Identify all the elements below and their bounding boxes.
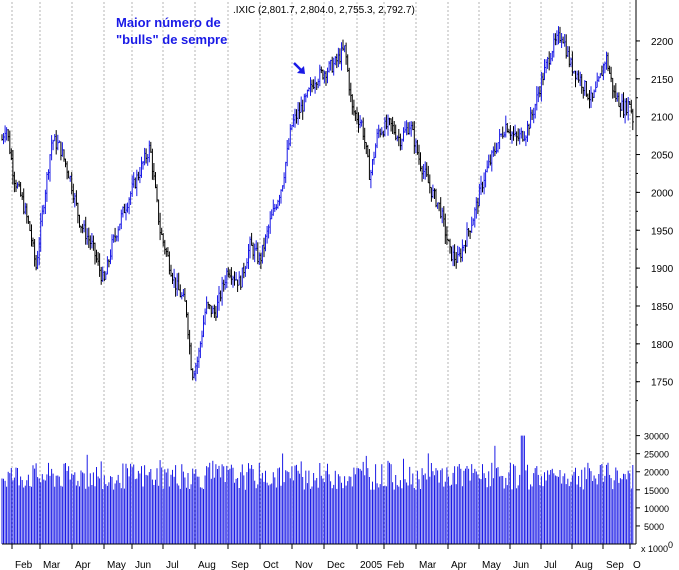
volume-tick-label: 0 — [668, 540, 673, 550]
time-tick-label: Apr — [75, 560, 91, 570]
volume-tick-label: 25000 — [644, 450, 669, 460]
time-tick-label: Apr — [451, 560, 467, 570]
volume-tick-label: 30000 — [644, 432, 669, 442]
time-tick-label: Jul — [166, 560, 179, 570]
chart-header: .IXIC (2,801.7, 2,804.0, 2,755.3, 2,792.… — [233, 5, 415, 16]
time-tick-label: May — [482, 560, 501, 570]
time-tick-label: Sep — [606, 560, 624, 570]
volume-tick-label: 15000 — [644, 486, 669, 496]
annotation-arrow-icon — [293, 62, 305, 74]
time-tick-label: Mar — [43, 560, 61, 570]
time-tick-label: Oct — [263, 560, 279, 570]
time-tick-label: 2005 — [360, 560, 383, 570]
volume-tick-label: 20000 — [644, 468, 669, 478]
time-tick-label: Aug — [575, 560, 593, 570]
volume-panel — [1, 435, 634, 544]
time-tick-label: Sep — [231, 560, 249, 570]
price-tick-label: 1750 — [651, 378, 674, 389]
time-tick-label: Jul — [544, 560, 557, 570]
time-tick-label: Dec — [327, 560, 345, 570]
time-tick-label: Jun — [135, 560, 151, 570]
time-tick-label: Aug — [198, 560, 216, 570]
time-tick-label: Nov — [295, 560, 313, 570]
price-tick-label: 1950 — [651, 226, 674, 237]
volume-unit-label: x 1000 — [641, 544, 668, 554]
price-panel — [1, 26, 634, 382]
price-tick-label: 2200 — [651, 37, 674, 48]
time-tick-label: Feb — [15, 560, 33, 570]
price-tick-label: 2050 — [651, 151, 674, 162]
time-tick-label: Mar — [419, 560, 437, 570]
volume-tick-label: 10000 — [644, 504, 669, 514]
price-tick-label: 2000 — [651, 188, 674, 199]
annotation-line-1: Maior número de — [116, 15, 221, 30]
volume-tick-label: 5000 — [644, 522, 664, 532]
time-tick-label: Jun — [513, 560, 529, 570]
time-tick-label: Feb — [387, 560, 405, 570]
time-tick-label: O — [633, 560, 641, 570]
price-tick-label: 1900 — [651, 264, 674, 275]
price-tick-label: 1800 — [651, 340, 674, 351]
price-tick-label: 2150 — [651, 75, 674, 86]
price-tick-label: 1850 — [651, 302, 674, 313]
price-tick-label: 2100 — [651, 113, 674, 124]
annotation-line-2: "bulls" de sempre — [116, 32, 227, 47]
time-tick-label: May — [107, 560, 126, 570]
